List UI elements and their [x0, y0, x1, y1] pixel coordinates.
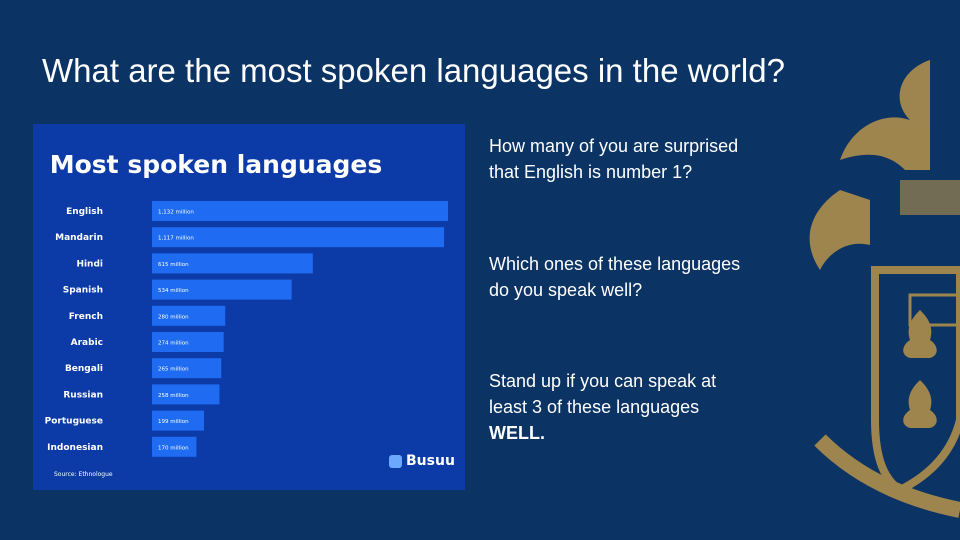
bar-indonesian [152, 436, 197, 457]
question-surprised: How many of you are surprised that Engli… [489, 133, 789, 185]
category-label: English [66, 207, 103, 217]
value-label: 265 million [158, 367, 189, 373]
value-label: 274 million [158, 341, 189, 347]
value-label: 199 million [158, 419, 189, 425]
bar-mandarin [152, 227, 445, 248]
question-emphasis: WELL. [489, 423, 545, 443]
question-line: Stand up if you can speak at [489, 371, 717, 391]
value-label: 615 million [158, 262, 189, 268]
category-label: Hindi [76, 259, 103, 269]
bar-english [152, 201, 448, 221]
category-label: Russian [63, 390, 103, 400]
busuu-logo-text: Busuu [406, 453, 455, 469]
question-line: least 3 of these languages [489, 397, 700, 417]
category-label: Indonesian [47, 443, 103, 453]
bar-arabic [152, 332, 224, 352]
value-label: 1,117 million [158, 236, 194, 242]
bar-chart: English 1,132 million Mandarin 1,117 millio… [45, 201, 448, 457]
category-label: Spanish [63, 286, 103, 296]
question-speak-well: Which ones of these languages do you spe… [489, 251, 789, 303]
question-line: How many of you are surprised [489, 136, 739, 156]
question-stand-up: Stand up if you can speak at least 3 of … [489, 368, 789, 446]
category-label: Arabic [71, 338, 103, 348]
bar-bengali [152, 358, 222, 379]
bar-russian [152, 384, 220, 405]
bar-spanish [152, 279, 292, 300]
value-label: 1,132 million [158, 210, 194, 216]
busuu-logo: Busuu [389, 453, 455, 469]
chart-source: Source: Ethnologue [54, 471, 113, 478]
bar-hindi [152, 253, 313, 274]
chart-card: English 1,132 million Mandarin 1,117 millio… [33, 124, 465, 490]
question-line: Which ones of these languages [489, 254, 741, 274]
question-line: do you speak well? [489, 280, 643, 300]
question-line: that English is number 1? [489, 162, 693, 182]
category-label: French [69, 312, 103, 322]
value-label: 534 million [158, 288, 189, 294]
category-label: Bengali [65, 364, 103, 374]
slide-title: What are the most spoken languages in th… [42, 52, 785, 89]
category-label: Portuguese [45, 417, 103, 427]
value-label: 280 million [158, 314, 189, 320]
bar-portuguese [152, 410, 205, 431]
bar-french [152, 305, 226, 326]
crest-emblem-icon [809, 60, 960, 518]
value-label: 170 million [158, 445, 189, 451]
value-label: 258 million [158, 393, 189, 399]
chart-title: Most spoken languages [49, 150, 383, 179]
busuu-logo-icon [389, 454, 402, 468]
category-label: Mandarin [55, 233, 103, 243]
